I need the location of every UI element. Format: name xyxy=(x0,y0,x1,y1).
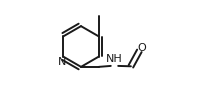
Text: O: O xyxy=(138,43,147,53)
Text: N: N xyxy=(58,57,66,67)
Text: NH: NH xyxy=(106,54,123,64)
